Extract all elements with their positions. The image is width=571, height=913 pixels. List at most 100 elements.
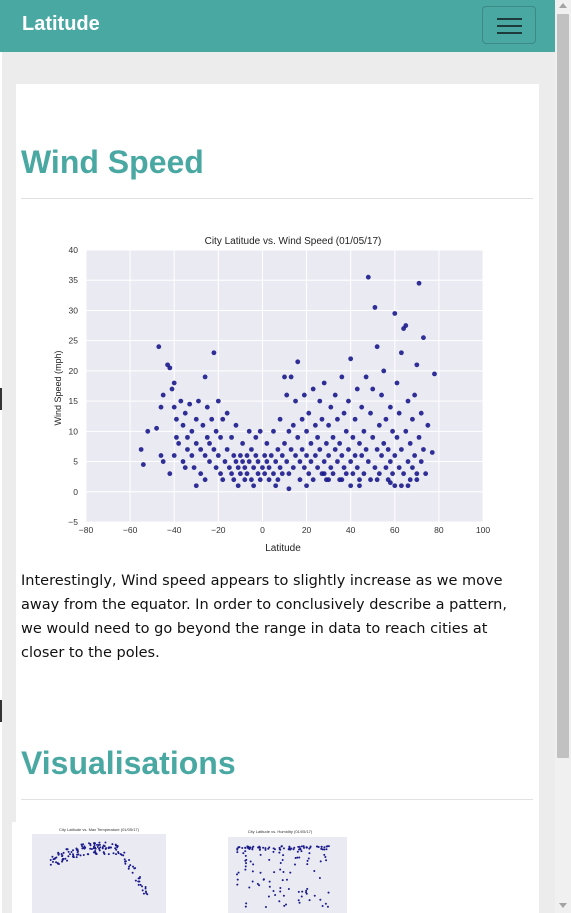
thumbnail-point — [305, 846, 308, 849]
thumbnail-point — [75, 856, 78, 859]
thumbnail-point — [245, 858, 248, 861]
thumbnail-point — [252, 845, 255, 848]
thumbnail-point — [256, 882, 259, 885]
thumbnail-point — [318, 876, 321, 879]
thumbnail-point — [300, 895, 303, 898]
thumbnail-point — [124, 860, 127, 863]
chart-point — [169, 386, 175, 392]
chart-point — [154, 425, 159, 431]
thumbnail-point — [245, 862, 248, 865]
chart-point — [317, 447, 323, 452]
scroll-down-arrow-icon[interactable] — [559, 903, 567, 908]
thumbnail-point — [242, 852, 245, 855]
thumbnail-point — [282, 870, 285, 873]
navbar-toggle-button[interactable] — [482, 6, 536, 44]
chart-point — [308, 459, 314, 464]
chart-point — [271, 428, 276, 434]
chart-point — [387, 459, 393, 464]
chart-point — [290, 422, 296, 428]
thumbnail-point — [307, 857, 310, 860]
thumbnail-point — [236, 873, 239, 876]
thumbnail-point — [54, 857, 57, 860]
scrollbar[interactable] — [555, 0, 571, 913]
thumbnail-point — [320, 845, 323, 848]
thumbnail-point — [272, 847, 275, 850]
section-divider — [21, 198, 533, 199]
thumbnail-point — [321, 904, 324, 907]
chart-point — [432, 371, 437, 377]
thumbnail-point — [283, 904, 286, 907]
thumbnail-point — [294, 863, 297, 866]
chart-x-axis-label: Latitude — [265, 543, 301, 554]
chart-point — [158, 453, 164, 458]
chart-point — [295, 434, 301, 440]
thumbnail-point — [55, 861, 58, 864]
thumbnail-point — [252, 863, 255, 866]
chart-y-tick-label: −5 — [68, 517, 78, 527]
chart-point — [410, 416, 415, 422]
thumbnail-point — [98, 841, 101, 844]
chart-point — [226, 465, 232, 470]
chart-point — [262, 453, 268, 458]
thumbnail-point — [258, 884, 261, 887]
thumbnail-point — [81, 845, 84, 848]
chart-point — [185, 447, 190, 452]
chart-y-axis-label: Wind Speed (mph) — [53, 350, 63, 425]
thumbnail-point — [103, 853, 106, 856]
chart-point — [321, 380, 327, 386]
chart-point — [297, 459, 303, 464]
thumbnail-point — [66, 859, 69, 862]
chart-point — [171, 404, 177, 410]
scroll-up-arrow-icon[interactable] — [559, 3, 567, 8]
chart-point — [407, 441, 413, 446]
thumbnail-point — [237, 871, 240, 874]
thumbnail-point — [134, 867, 137, 870]
thumbnail-point — [80, 843, 83, 846]
thumbnail-point — [267, 895, 270, 898]
thumbnail-title: City Latitude vs. Max Temperature (01/05… — [59, 827, 140, 832]
chart-x-tick-label: 80 — [434, 525, 444, 535]
chart-point — [304, 428, 309, 434]
chart-x-tick-label: 0 — [260, 525, 265, 535]
chart-point — [306, 410, 312, 416]
thumbnail-point — [244, 868, 247, 871]
chart-point — [200, 422, 206, 428]
thumbnail-point — [320, 847, 323, 850]
chart-point — [357, 483, 362, 489]
thumbnail-point — [305, 889, 308, 892]
thumbnail-point — [297, 899, 300, 902]
chart-point — [324, 441, 329, 446]
chart-point — [273, 459, 279, 464]
thumbnail-point — [279, 890, 282, 893]
chart-point — [180, 459, 186, 464]
thumbnail-point — [288, 845, 291, 848]
chart-point — [204, 404, 210, 410]
thumbnail-point — [306, 863, 309, 866]
thumbnail-point — [305, 891, 308, 894]
thumbnail-point — [281, 858, 284, 861]
chart-point — [215, 453, 221, 458]
chart-point — [187, 401, 193, 407]
thumbnail-point — [128, 865, 131, 868]
thumbnail-point — [76, 851, 79, 854]
thumbnail-point — [90, 848, 93, 851]
chart-point — [282, 441, 287, 446]
thumbnail-point — [244, 854, 247, 857]
chart-point — [233, 422, 239, 428]
chart-y-tick-label: 0 — [73, 487, 78, 497]
chart-point — [301, 465, 307, 470]
thumbnail-point — [138, 880, 141, 883]
chart-point — [310, 477, 316, 483]
thumbnail-point — [236, 878, 239, 881]
thumbnail-plot-area — [32, 834, 166, 913]
chart-point — [246, 428, 252, 434]
thumbnail-point — [325, 848, 328, 851]
thumbnail-point — [248, 886, 251, 889]
thumbnail-point — [107, 853, 110, 856]
chart-point — [412, 392, 418, 398]
thumbnail-max-temperature[interactable]: City Latitude vs. Max Temperature (01/05… — [12, 822, 166, 913]
scrollbar-thumb[interactable] — [557, 14, 569, 758]
navbar-brand[interactable]: Latitude — [22, 13, 100, 35]
thumbnail-point — [302, 845, 305, 848]
thumbnail-humidity[interactable]: City Latitude vs. Humidity (01/05/17) — [202, 828, 347, 913]
